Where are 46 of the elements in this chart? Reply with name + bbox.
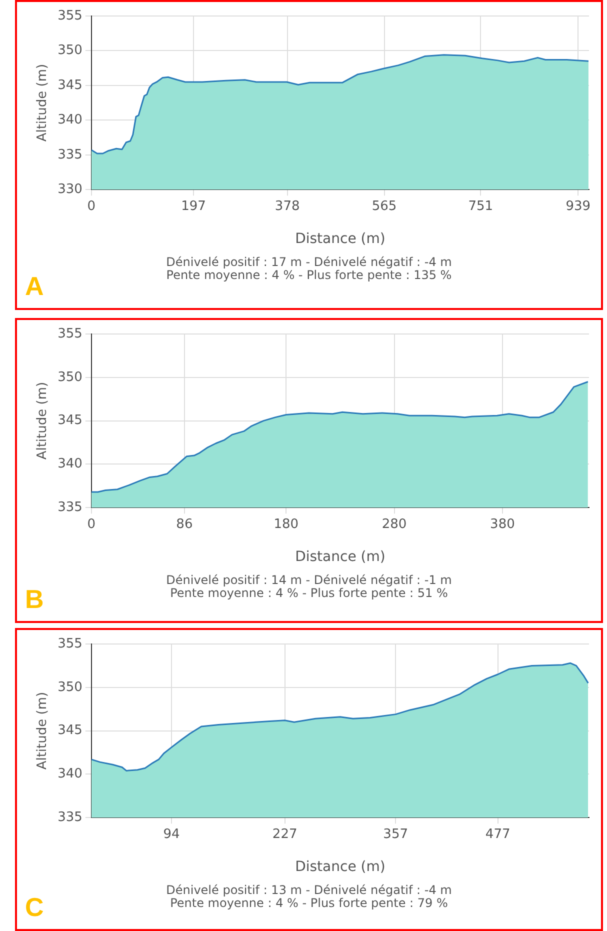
text: Dénivelé positif : 14 m - Dénivelé négatif : -1 m bbox=[166, 573, 452, 587]
y-tick-label: 350 bbox=[58, 370, 82, 385]
x-axis-title: Distance (m) bbox=[295, 549, 386, 566]
y-tick-label: 350 bbox=[58, 43, 82, 58]
x-axis-title: Distance (m) bbox=[295, 231, 386, 248]
y-axis-title: Altitude (m) bbox=[35, 692, 50, 770]
text: A bbox=[25, 271, 44, 302]
x-tick-label: 197 bbox=[181, 198, 206, 214]
x-tick-label: 0 bbox=[87, 198, 96, 214]
text: C bbox=[25, 892, 44, 923]
x-tick-label: 565 bbox=[372, 198, 397, 214]
x-tick-label: 378 bbox=[274, 198, 300, 214]
y-tick-label: 335 bbox=[58, 147, 82, 162]
y-axis-title: Altitude (m) bbox=[35, 64, 50, 142]
text: Pente moyenne : 4 % - Plus forte pente : 51 % bbox=[170, 586, 448, 600]
x-tick-label: 357 bbox=[383, 826, 408, 842]
text: Pente moyenne : 4 % - Plus forte pente : 79 % bbox=[170, 896, 448, 910]
y-tick-label: 345 bbox=[58, 723, 82, 738]
x-tick-label: 751 bbox=[468, 198, 494, 214]
y-tick-label: 330 bbox=[58, 182, 82, 197]
text: Pente moyenne : 4 % - Plus forte pente : 135 % bbox=[166, 268, 452, 282]
y-tick-label: 345 bbox=[58, 78, 82, 93]
x-tick-label: 380 bbox=[490, 516, 515, 532]
y-tick-label: 340 bbox=[58, 112, 82, 128]
x-tick-label: 180 bbox=[274, 516, 299, 532]
x-axis-title: Distance (m) bbox=[295, 859, 386, 876]
x-tick-label: 477 bbox=[485, 826, 510, 842]
text: B bbox=[25, 584, 44, 615]
x-tick-label: 227 bbox=[272, 826, 298, 842]
y-tick-label: 335 bbox=[58, 500, 82, 515]
y-axis-title: Altitude (m) bbox=[35, 382, 50, 460]
y-tick-label: 335 bbox=[58, 810, 82, 825]
x-tick-label: 86 bbox=[176, 516, 193, 532]
y-tick-label: 355 bbox=[58, 326, 82, 342]
x-tick-label: 0 bbox=[87, 516, 96, 532]
y-tick-label: 340 bbox=[58, 456, 82, 472]
x-tick-label: 939 bbox=[566, 198, 591, 214]
x-tick-label: 280 bbox=[382, 516, 407, 532]
y-tick-label: 355 bbox=[58, 8, 82, 24]
y-tick-label: 345 bbox=[58, 413, 82, 428]
y-tick-label: 340 bbox=[58, 766, 82, 782]
text: Dénivelé positif : 13 m - Dénivelé négatif : -4 m bbox=[166, 883, 452, 897]
y-tick-label: 355 bbox=[58, 636, 82, 652]
text: Dénivelé positif : 17 m - Dénivelé négatif : -4 m bbox=[165, 255, 453, 269]
x-tick-label: 94 bbox=[163, 826, 180, 842]
y-tick-label: 350 bbox=[58, 680, 82, 695]
